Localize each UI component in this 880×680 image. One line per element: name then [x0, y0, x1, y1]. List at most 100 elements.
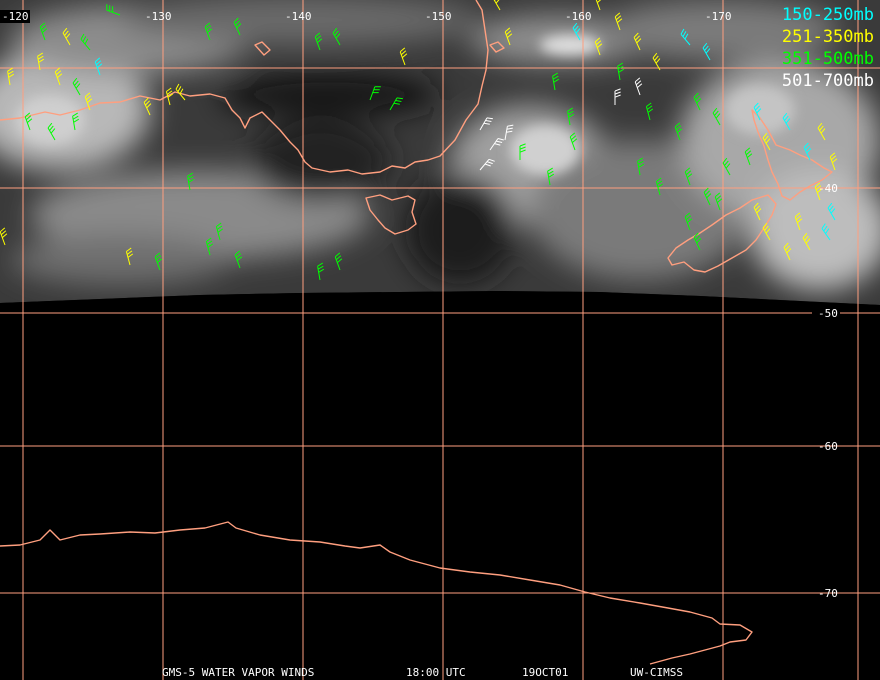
wind-barb	[821, 223, 831, 241]
wind-barb	[369, 86, 381, 101]
wind-barb	[332, 27, 341, 46]
wind-barb	[744, 147, 753, 166]
wind-barb	[317, 262, 325, 281]
wind-barb	[782, 112, 791, 131]
wind-barb	[652, 52, 661, 71]
wind-barb	[817, 122, 826, 141]
wind-barb	[712, 107, 721, 126]
legend-entry-501-700: 501-700mb	[781, 71, 874, 91]
wind-barb	[645, 102, 654, 121]
wind-barb	[680, 28, 691, 46]
wind-barb	[783, 242, 792, 261]
wind-barb	[47, 122, 56, 141]
wind-barb	[39, 22, 48, 41]
wind-barb	[205, 237, 214, 256]
wind-barb	[37, 52, 45, 71]
wind-barb	[125, 247, 134, 266]
wind-barb	[0, 227, 8, 246]
lat-label: -60	[818, 440, 838, 453]
image-footer: GMS-5 WATER VAPOR WINDS 18:00 UTC 19OCT0…	[0, 666, 880, 679]
lat-label: -70	[818, 587, 838, 600]
longitude-labels: -120 -130 -140 -150 -160 -170	[0, 10, 732, 23]
satellite-product: GMS-5 WATER VAPOR WINDS	[162, 666, 315, 679]
lon-label: -130	[145, 10, 172, 23]
wind-barb	[154, 252, 163, 271]
wind-barb	[714, 192, 723, 211]
wind-barb	[802, 232, 811, 251]
wind-barb	[614, 12, 623, 31]
wind-barb	[54, 67, 63, 86]
wind-barb	[637, 157, 645, 176]
legend-entry-150-250: 150-250mb	[781, 5, 874, 25]
wind-barb	[187, 172, 195, 191]
wind-barb	[753, 202, 762, 221]
australia-coastline	[0, 0, 489, 175]
legend-entry-351-500: 351-500mb	[781, 49, 874, 69]
wind-barb	[24, 112, 33, 131]
lon-label: -150	[425, 10, 452, 23]
wind-barb	[693, 232, 702, 251]
wind-barb	[617, 62, 625, 81]
wind-barb	[72, 112, 80, 131]
wind-barb	[762, 222, 771, 241]
tasmania-coastline	[365, 194, 417, 235]
wind-barb	[703, 187, 712, 206]
new-zealand-north-coastline	[751, 109, 833, 201]
wind-barb	[215, 222, 224, 241]
lon-label: -160	[565, 10, 592, 23]
lon-label: -120	[2, 10, 29, 23]
wind-barb	[722, 157, 731, 176]
wind-barb	[165, 87, 174, 106]
legend-entry-251-350: 251-350mb	[781, 27, 874, 47]
wind-barb	[399, 47, 408, 66]
wind-barb	[479, 158, 495, 171]
wind-barb	[204, 22, 213, 41]
wind-barb	[72, 77, 81, 96]
wind-barb	[389, 97, 403, 111]
new-zealand-south-coastline	[667, 194, 777, 273]
wind-barb	[7, 67, 15, 86]
wind-barbs	[0, 0, 838, 281]
wind-barb	[633, 32, 642, 51]
wind-barb	[803, 142, 812, 161]
wind-barb	[595, 0, 602, 11]
wind-barb	[233, 17, 242, 36]
wind-barb	[655, 177, 664, 196]
wind-barb	[106, 4, 121, 16]
wind-barb	[753, 102, 762, 121]
wind-barb	[314, 32, 323, 51]
wind-barb	[594, 37, 603, 56]
wind-barb	[762, 132, 771, 151]
wind-barb	[94, 57, 103, 76]
wind-barb	[614, 88, 621, 105]
wind-barb	[552, 72, 560, 91]
observation-time: 18:00 UTC	[406, 666, 466, 679]
latitude-labels: -40 -50 -60 -70	[812, 182, 840, 600]
wind-barb	[814, 182, 823, 201]
observation-date: 19OCT01	[522, 666, 569, 679]
wind-barb	[684, 212, 693, 231]
wind-barb	[80, 33, 91, 51]
wind-barb	[702, 42, 711, 61]
wind-barb	[493, 0, 501, 11]
antarctica-coastline	[0, 521, 753, 665]
wind-barb	[334, 252, 343, 271]
wind-barb	[84, 92, 93, 111]
pressure-legend: 150-250mb 251-350mb 351-500mb 501-700mb	[782, 4, 874, 92]
lon-label: -140	[285, 10, 312, 23]
wind-barb	[829, 152, 838, 171]
lat-label: -50	[818, 307, 838, 320]
wind-barb	[674, 122, 683, 141]
wind-barb	[827, 202, 836, 221]
wind-barb	[62, 27, 71, 46]
wind-barb	[693, 92, 702, 111]
wind-barb	[634, 77, 643, 96]
wind-barb	[567, 107, 575, 126]
water-vapor-imagery	[0, 0, 880, 305]
wind-barb	[519, 143, 526, 160]
wind-barb	[175, 83, 186, 101]
wind-barb	[569, 132, 578, 151]
wind-barb	[684, 167, 693, 186]
wind-barb	[479, 117, 493, 131]
